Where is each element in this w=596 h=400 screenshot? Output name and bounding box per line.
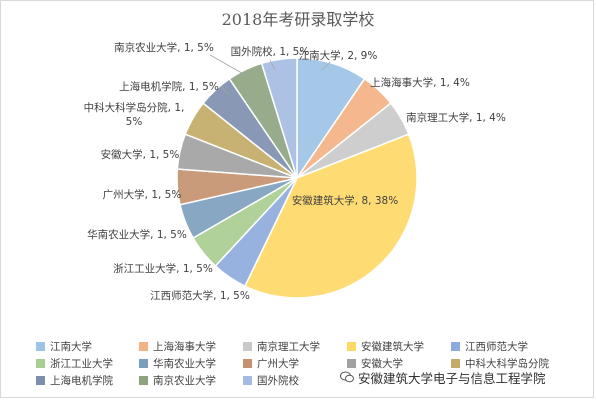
wechat-icon — [340, 371, 354, 383]
data-label-6: 浙江工业大学, 1, 5% — [113, 262, 213, 275]
data-label-2: 上海海事大学, 1, 4% — [370, 76, 470, 89]
legend-swatch — [139, 358, 148, 368]
data-label-10: 中科大科学岛分院, 1, 5% — [84, 101, 185, 128]
data-label-13: 国外院校, 1, 5% — [231, 45, 310, 58]
legend-swatch — [139, 375, 148, 385]
data-label-5: 江西师范大学, 1, 5% — [150, 289, 250, 302]
leader-line-11 — [221, 86, 229, 95]
data-labels: 江南大学, 2, 9% 上海海事大学, 1, 4% 南京理工大学, 1, 4% 安徽建… — [84, 41, 506, 302]
legend: 江南大学 上海海事大学 南京理工大学 安徽建筑大学 江西师范大学浙江工业大学 华南农业大学… — [36, 339, 596, 387]
legend-swatch — [243, 375, 252, 385]
chart-title: 2018年考研录取学校 — [221, 10, 375, 29]
legend-item: 上海海事大学 — [139, 339, 243, 353]
legend-swatch — [139, 341, 148, 351]
legend-label: 安徽大学 — [361, 357, 403, 370]
leader-lines — [209, 54, 331, 95]
legend-swatch — [347, 341, 356, 351]
leader-line-1 — [321, 61, 331, 71]
legend-label: 南京农业大学 — [153, 374, 216, 387]
watermark: 安徽建筑大学电子与信息工程学院 — [340, 368, 546, 386]
data-label-11: 上海电机学院, 1, 5% — [119, 80, 219, 93]
legend-swatch — [36, 341, 45, 351]
legend-item: 广州大学 — [243, 356, 347, 370]
legend-item: 中科大科学岛分院 — [451, 356, 561, 370]
legend-swatch — [243, 358, 252, 368]
legend-label: 广州大学 — [257, 357, 299, 370]
data-label-12: 南京农业大学, 1, 5% — [114, 41, 214, 54]
data-label-1: 江南大学, 2, 9% — [299, 49, 378, 62]
legend-item: 江南大学 — [36, 339, 139, 353]
legend-label: 江西师范大学 — [465, 340, 528, 353]
legend-item: 安徽建筑大学 — [347, 339, 451, 353]
legend-swatch — [36, 375, 45, 385]
legend-swatch — [451, 358, 460, 368]
legend-swatch — [347, 358, 356, 368]
data-label-4: 安徽建筑大学, 8, 38% — [292, 194, 398, 207]
data-label-8: 广州大学, 1, 5% — [103, 188, 182, 201]
legend-label: 上海电机学院 — [50, 374, 113, 387]
legend-item: 江西师范大学 — [451, 339, 561, 353]
legend-label: 江南大学 — [50, 340, 92, 353]
legend-swatch — [36, 358, 45, 368]
legend-label: 国外院校 — [257, 374, 299, 387]
legend-item: 浙江工业大学 — [36, 356, 139, 370]
pie-slice-4 — [243, 133, 418, 299]
data-label-9: 安徽大学, 1, 5% — [101, 148, 180, 161]
legend-item: 安徽大学 — [347, 356, 451, 370]
legend-label: 中科大科学岛分院 — [465, 357, 549, 370]
pie-slices — [176, 57, 418, 299]
data-label-7: 华南农业大学, 1, 5% — [87, 228, 187, 241]
legend-item: 南京理工大学 — [243, 339, 347, 353]
leader-line-13 — [269, 59, 276, 71]
legend-label: 上海海事大学 — [153, 340, 216, 353]
legend-item: 华南农业大学 — [139, 356, 243, 370]
data-label-3: 南京理工大学, 1, 4% — [406, 111, 506, 124]
legend-label: 南京理工大学 — [257, 340, 320, 353]
legend-swatch — [451, 341, 460, 351]
legend-label: 华南农业大学 — [153, 357, 216, 370]
pie-slice-13 — [260, 57, 298, 179]
legend-item: 南京农业大学 — [139, 373, 243, 387]
leader-line-12 — [209, 54, 248, 77]
legend-swatch — [243, 341, 252, 351]
legend-label: 安徽建筑大学 — [361, 340, 424, 353]
legend-label: 浙江工业大学 — [50, 357, 113, 370]
legend-item: 国外院校 — [243, 373, 347, 387]
watermark-text: 安徽建筑大学电子与信息工程学院 — [358, 370, 546, 386]
legend-item: 上海电机学院 — [36, 373, 139, 387]
